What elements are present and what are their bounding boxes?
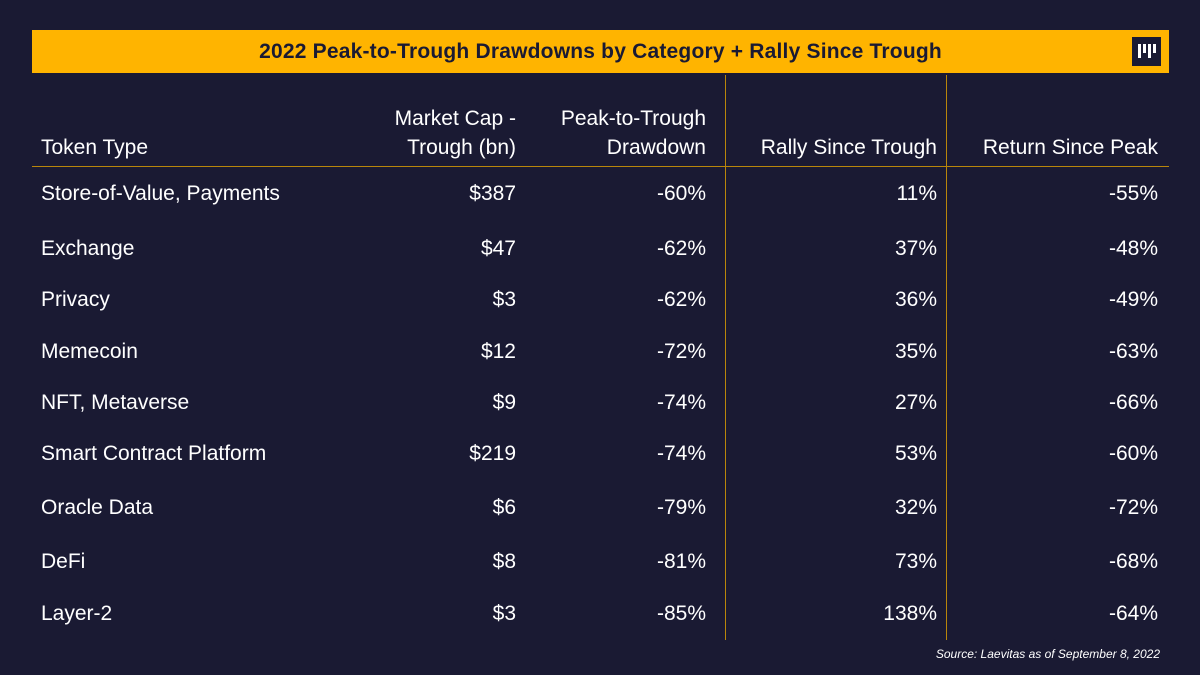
header-rule: [32, 166, 1169, 167]
cell-market-cap: $219: [469, 442, 516, 465]
cell-market-cap: $387: [469, 182, 516, 205]
cell-drawdown: -81%: [656, 550, 706, 573]
cell-token-type: Memecoin: [41, 340, 138, 363]
cell-drawdown: -74%: [656, 391, 706, 414]
pantera-logo-icon: [1132, 37, 1161, 66]
cell-market-cap: $9: [492, 391, 516, 414]
source-note: Source: Laevitas as of September 8, 2022: [935, 647, 1160, 661]
column-divider: [725, 75, 726, 640]
cell-drawdown: -72%: [656, 340, 706, 363]
cell-rally: 35%: [894, 340, 937, 363]
cell-return: -49%: [1108, 288, 1158, 311]
cell-rally: 32%: [894, 496, 937, 519]
cell-drawdown: -79%: [656, 496, 706, 519]
cell-market-cap: $47: [480, 237, 516, 260]
cell-token-type: Oracle Data: [41, 496, 154, 519]
cell-return: -48%: [1108, 237, 1158, 260]
chart-title: 2022 Peak-to-Trough Drawdowns by Categor…: [259, 39, 942, 63]
cell-return: -60%: [1108, 442, 1158, 465]
cell-token-type: Smart Contract Platform: [41, 442, 267, 465]
cell-token-type: Store-of-Value, Payments: [41, 182, 280, 205]
column-header-rally: Rally Since Trough: [760, 136, 937, 159]
cell-token-type: DeFi: [41, 550, 86, 573]
cell-market-cap: $3: [492, 288, 516, 311]
column-header-drawdown: Peak-to-Trough: [560, 107, 706, 130]
column-divider: [946, 75, 947, 640]
cell-drawdown: -74%: [656, 442, 706, 465]
cell-drawdown: -60%: [656, 182, 706, 205]
cell-rally: 27%: [894, 391, 937, 414]
cell-market-cap: $3: [492, 602, 516, 625]
cell-return: -72%: [1108, 496, 1158, 519]
cell-drawdown: -85%: [656, 602, 706, 625]
cell-token-type: Exchange: [41, 237, 135, 260]
cell-return: -64%: [1108, 602, 1158, 625]
cell-rally: 11%: [896, 182, 937, 205]
column-header-market-cap: Trough (bn): [407, 136, 516, 159]
column-header-market-cap: Market Cap -: [394, 107, 516, 130]
cell-token-type: Privacy: [41, 288, 110, 311]
cell-rally: 37%: [894, 237, 937, 260]
cell-token-type: Layer-2: [41, 602, 113, 625]
cell-return: -55%: [1108, 182, 1158, 205]
column-header-drawdown: Drawdown: [606, 136, 706, 159]
column-header-token-type: Token Type: [41, 136, 149, 159]
cell-rally: 73%: [894, 550, 937, 573]
cell-return: -66%: [1108, 391, 1158, 414]
cell-rally: 36%: [894, 288, 937, 311]
title-bar: 2022 Peak-to-Trough Drawdowns by Categor…: [32, 30, 1169, 73]
cell-market-cap: $6: [492, 496, 516, 519]
cell-market-cap: $8: [492, 550, 516, 573]
cell-rally: 53%: [894, 442, 937, 465]
cell-return: -63%: [1108, 340, 1158, 363]
cell-market-cap: $12: [480, 340, 516, 363]
cell-drawdown: -62%: [656, 288, 706, 311]
column-header-return: Return Since Peak: [982, 136, 1158, 159]
cell-return: -68%: [1108, 550, 1158, 573]
cell-drawdown: -62%: [656, 237, 706, 260]
cell-rally: 138%: [883, 602, 937, 625]
cell-token-type: NFT, Metaverse: [41, 391, 190, 414]
